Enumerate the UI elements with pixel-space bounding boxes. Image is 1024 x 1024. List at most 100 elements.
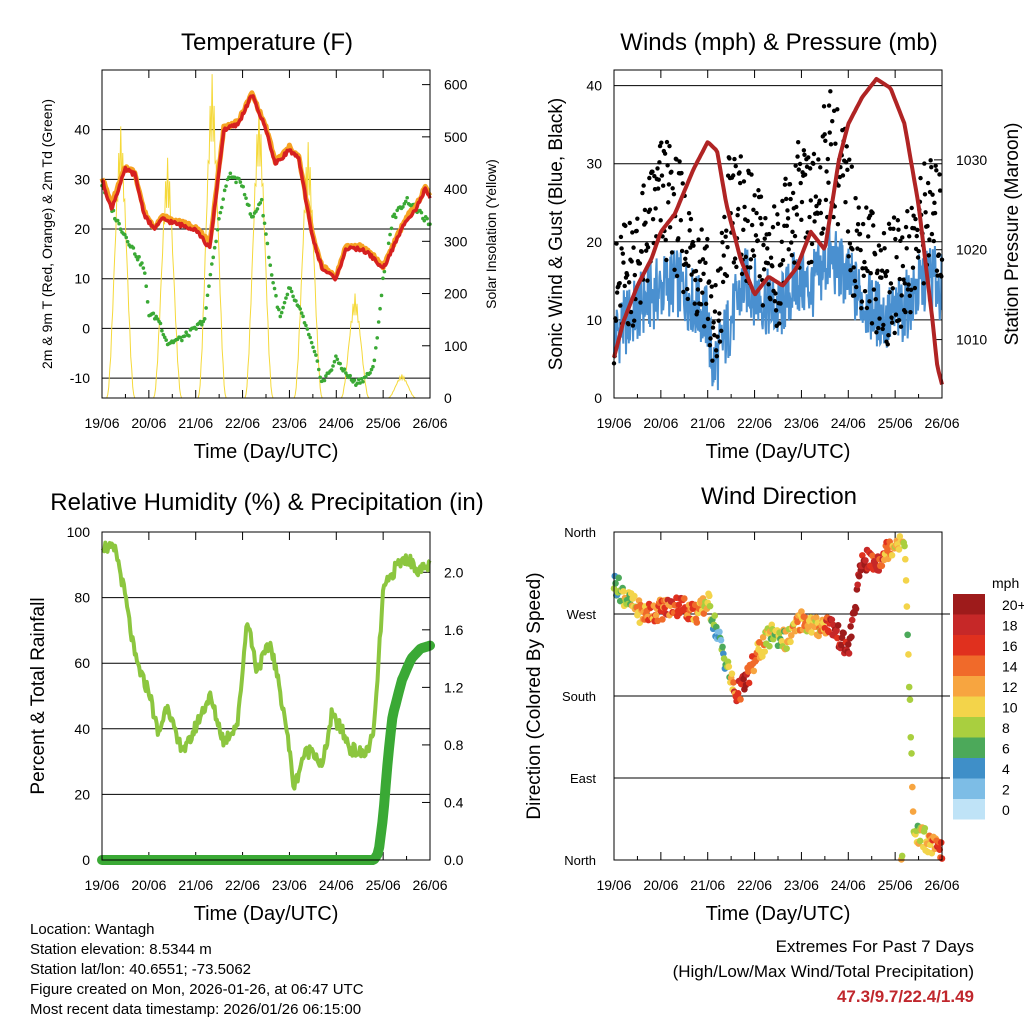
direction-point	[750, 667, 758, 675]
legend-swatch	[953, 758, 985, 779]
gust-point	[790, 229, 795, 235]
gust-point	[796, 167, 802, 172]
gust-point	[720, 240, 725, 245]
dewpoint-point	[364, 375, 368, 379]
gust-point	[792, 233, 798, 239]
gust-point	[749, 172, 754, 177]
gust-point	[653, 206, 658, 211]
y-axis-label-left: Percent & Total Rainfall	[28, 597, 49, 794]
gust-point	[939, 274, 944, 279]
x-tick-label: 26/06	[924, 877, 959, 893]
gust-point	[758, 215, 763, 221]
gust-point	[679, 170, 684, 176]
gust-point	[685, 296, 690, 302]
gust-point	[658, 218, 663, 223]
gust-point	[643, 248, 649, 253]
humidity-line	[100, 540, 432, 791]
dewpoint-point	[285, 292, 290, 297]
gust-point	[700, 290, 705, 295]
temperature-chart: Temperature (F) Time (Day/UTC) 2m & 9m T (…	[39, 29, 499, 463]
gust-point	[889, 320, 895, 325]
dewpoint-point	[242, 192, 247, 197]
direction-point	[720, 650, 727, 658]
gust-point	[701, 271, 706, 277]
gust-point	[877, 316, 882, 321]
dewpoint-point	[335, 357, 340, 362]
dewpoint-point	[178, 335, 183, 340]
gust-point	[755, 238, 761, 243]
dewpoint-point	[247, 203, 251, 208]
dewpoint-point	[401, 205, 405, 209]
gust-point	[831, 214, 836, 220]
gust-point	[629, 259, 634, 264]
gust-point	[752, 193, 757, 198]
gust-point	[645, 278, 650, 283]
legend-swatch	[953, 635, 985, 656]
extremes-values: 47.3/9.7/22.4/1.49	[836, 987, 974, 1006]
dewpoint-point	[271, 280, 275, 285]
dewpoint-point	[269, 273, 274, 277]
direction-point	[847, 623, 854, 630]
gust-point	[789, 252, 795, 258]
gust-point	[828, 89, 833, 94]
solar-insolation-peak	[387, 374, 417, 399]
gust-point	[737, 180, 743, 186]
gust-point	[698, 277, 703, 283]
legend-swatch	[953, 778, 985, 799]
gust-point	[861, 273, 866, 279]
dewpoint-point	[208, 272, 213, 277]
x-tick-label: 22/06	[225, 415, 260, 431]
gust-point	[623, 223, 628, 229]
direction-point	[711, 612, 719, 620]
gust-point	[888, 281, 894, 286]
legend-swatch	[953, 737, 985, 758]
dewpoint-point	[207, 284, 211, 289]
gust-point	[727, 156, 732, 161]
gust-point	[686, 210, 692, 216]
direction-point	[734, 690, 742, 697]
gust-point	[790, 190, 796, 196]
direction-point	[896, 533, 904, 540]
direction-point	[680, 595, 688, 602]
gust-point	[635, 216, 640, 221]
y-tick-label-right: 1.6	[444, 622, 464, 638]
dewpoint-point	[210, 262, 214, 266]
gust-point	[858, 247, 863, 253]
gust-point	[882, 246, 887, 251]
dewpoint-point	[301, 314, 305, 319]
dewpoint-point	[298, 307, 303, 311]
dewpoint-point	[151, 311, 156, 316]
gust-point	[782, 182, 788, 187]
gust-point	[751, 253, 757, 259]
gust-point	[909, 205, 914, 211]
x-tick-label: 26/06	[924, 415, 959, 431]
gust-point	[721, 253, 726, 258]
direction-point	[705, 592, 713, 600]
gust-point	[631, 245, 636, 250]
gust-point	[732, 156, 737, 162]
y-tick-label-left: 40	[74, 122, 90, 138]
direction-point	[798, 608, 805, 615]
gust-point	[731, 260, 737, 265]
gust-point	[802, 152, 807, 157]
precip-line	[97, 640, 435, 865]
extremes-block: Extremes For Past 7 Days (High/Low/Max W…	[673, 934, 974, 1009]
gust-point	[664, 139, 670, 145]
gust-point	[823, 197, 829, 203]
dewpoint-point	[329, 368, 334, 372]
gust-point	[650, 169, 655, 175]
x-tick-label: 19/06	[84, 877, 119, 893]
y-tick-label-right: 0.8	[444, 737, 464, 753]
gust-point	[717, 339, 723, 344]
gust-point	[669, 250, 675, 255]
dewpoint-point	[369, 367, 374, 372]
direction-point	[869, 552, 876, 560]
dewpoint-point	[305, 327, 310, 331]
gust-point	[766, 231, 772, 237]
gust-point	[893, 312, 899, 317]
gust-point	[835, 222, 841, 227]
legend-label: 2	[1002, 782, 1010, 798]
gust-point	[922, 192, 928, 197]
dewpoint-point	[211, 255, 216, 260]
gust-point	[871, 223, 876, 228]
